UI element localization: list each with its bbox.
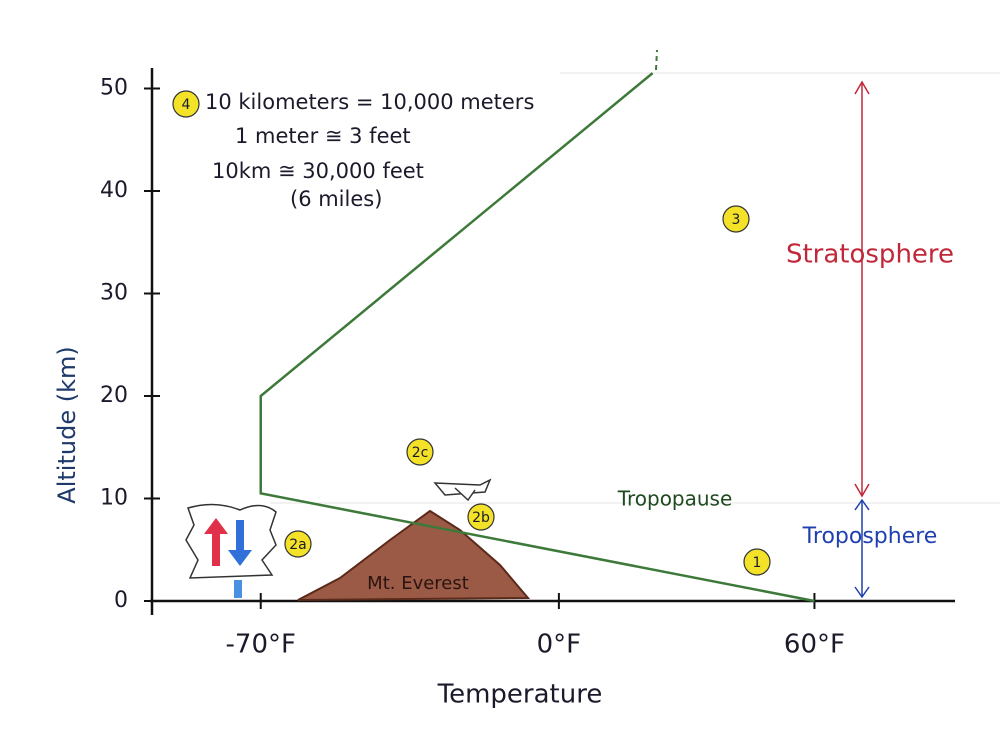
marker-circle	[406, 438, 434, 466]
marker-label: 2b	[472, 510, 490, 526]
region-label: Troposphere	[802, 524, 938, 549]
y-tick-label: 30	[100, 281, 128, 306]
cloud	[185, 503, 277, 598]
mountain	[297, 509, 531, 601]
airplane	[433, 478, 492, 502]
x-tick-label: 60°F	[784, 630, 845, 660]
note: (6 miles)	[290, 187, 382, 211]
marker-circle	[722, 205, 750, 233]
y-tick-label: 20	[100, 383, 128, 408]
y-tick-label: 50	[100, 76, 128, 101]
region-label: Stratosphere	[786, 240, 954, 270]
x-tick-label: -70°F	[226, 630, 296, 660]
x-tick-label: 0°F	[537, 630, 582, 660]
marker-circle	[172, 90, 200, 118]
y-tick-label: 40	[100, 178, 128, 203]
troposphere-arrow	[854, 498, 870, 599]
x-axis-label: Temperature	[437, 680, 603, 710]
region-label: Mt. Everest	[367, 573, 469, 594]
stratosphere-arrow	[854, 80, 870, 498]
marker-circle	[284, 530, 312, 558]
marker-circle	[467, 503, 495, 531]
region-label: Tropopause	[617, 487, 733, 511]
note: 10km ≅ 30,000 feet	[212, 159, 424, 183]
y-axis-label: Altitude (km)	[53, 346, 81, 503]
temperature-line	[259, 72, 815, 603]
marker-label: 2c	[412, 445, 429, 461]
marker-label: 1	[753, 555, 762, 571]
marker-label: 4	[182, 97, 191, 113]
y-tick-label: 0	[114, 588, 128, 613]
line-extension	[655, 49, 658, 71]
y-tick-label: 10	[100, 486, 128, 511]
note: 1 meter ≅ 3 feet	[235, 124, 411, 148]
note: 10 kilometers = 10,000 meters	[205, 90, 534, 114]
marker-circle	[743, 548, 771, 576]
marker-label: 3	[732, 212, 741, 228]
marker-label: 2a	[289, 537, 307, 553]
